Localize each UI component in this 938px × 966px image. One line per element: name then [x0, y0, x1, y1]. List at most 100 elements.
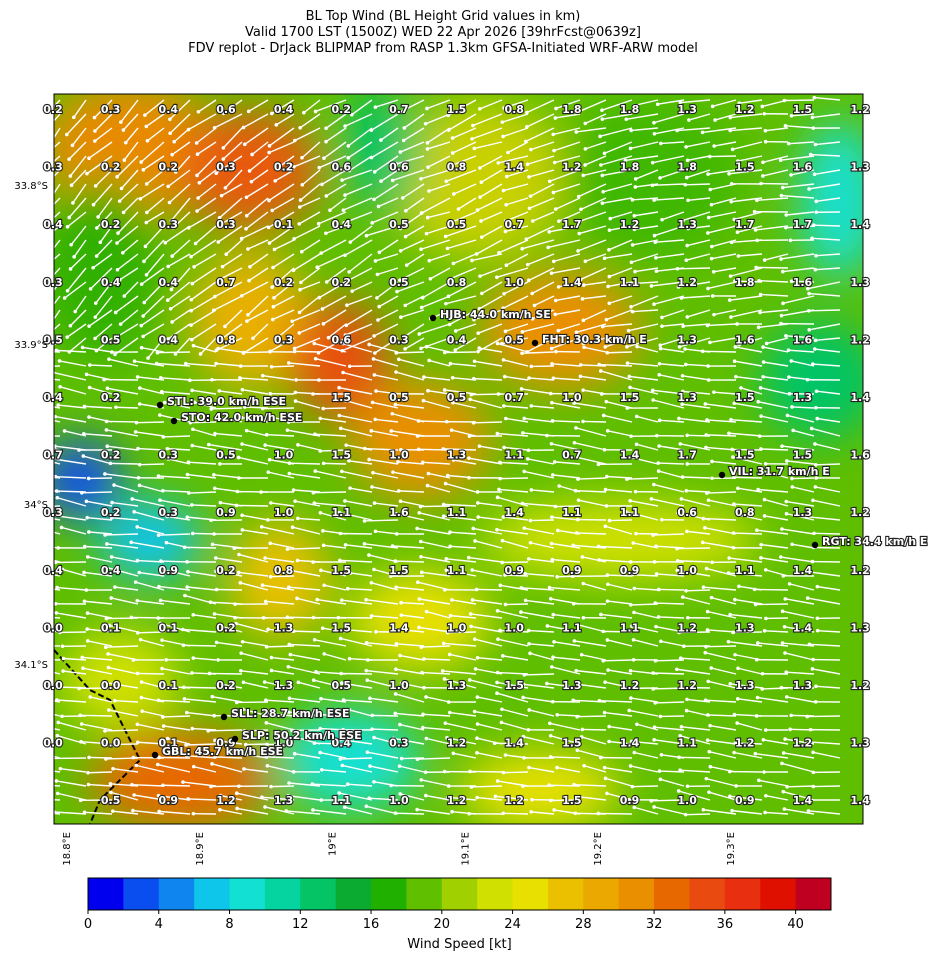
wind-arrow-head — [33, 414, 37, 418]
wind-arrow-head — [706, 172, 710, 176]
wind-arrow-head — [732, 531, 736, 535]
wind-arrow-head — [317, 166, 321, 170]
wind-arrow-head — [704, 433, 708, 437]
wind-arrow-head — [627, 375, 631, 379]
wind-arrow-head — [242, 681, 246, 685]
wind-arrow — [30, 366, 60, 367]
wind-arrow-head — [393, 712, 397, 716]
wind-arrow-head — [85, 373, 89, 377]
wind-arrow-head — [677, 417, 681, 421]
grid-value: 1.6 — [389, 506, 409, 519]
wind-arrow-head — [681, 595, 685, 599]
wind-arrow-head — [212, 532, 216, 536]
wind-arrow — [598, 813, 632, 814]
wind-arrow-head — [758, 311, 762, 315]
grid-value: 1.6 — [793, 333, 813, 346]
wind-arrow-head — [577, 232, 581, 236]
wind-arrow-head — [251, 336, 255, 340]
wind-arrow-head — [730, 182, 734, 186]
wind-arrow-head — [551, 133, 555, 137]
wind-arrow-head — [608, 519, 612, 523]
grid-value: 0.5 — [101, 794, 121, 807]
wind-arrow-head — [372, 568, 376, 572]
wind-arrow-head — [242, 351, 246, 355]
wind-arrow-head — [157, 533, 161, 537]
wind-arrow-head — [158, 498, 162, 502]
wind-arrow-head — [58, 359, 62, 363]
grid-value: 0.5 — [389, 218, 409, 231]
wind-arrow — [471, 786, 502, 787]
wind-arrow-head — [504, 203, 508, 207]
wind-arrow-head — [397, 357, 401, 361]
wind-arrow-head — [320, 183, 324, 187]
wind-arrow-head — [597, 558, 601, 562]
wind-arrow-head — [42, 356, 46, 360]
grid-value: 1.2 — [735, 103, 755, 116]
wind-arrow — [658, 463, 684, 464]
wind-arrow-head — [753, 210, 757, 214]
station-dot — [171, 418, 177, 424]
grid-value: 1.5 — [332, 449, 352, 462]
wind-arrow-head — [346, 144, 350, 148]
wind-arrow-head — [473, 539, 477, 543]
wind-arrow-head — [136, 672, 140, 676]
wind-arrow — [136, 422, 164, 423]
grid-value: 1.2 — [793, 737, 813, 750]
wind-arrow-head — [810, 427, 814, 431]
wind-arrow-head — [808, 642, 812, 646]
wind-arrow-head — [625, 477, 629, 481]
wind-arrow-head — [555, 766, 559, 770]
wind-arrow-head — [169, 307, 173, 311]
wind-arrow-head — [140, 680, 144, 684]
wind-arrow-head — [583, 163, 587, 167]
station-dot — [812, 542, 818, 548]
grid-value: 1.3 — [562, 679, 582, 692]
wind-arrow-head — [600, 108, 604, 112]
wind-arrow-head — [312, 491, 316, 495]
wind-arrow-head — [785, 512, 789, 516]
wind-arrow-head — [270, 365, 274, 369]
wind-arrow-head — [521, 696, 525, 700]
wind-arrow-head — [86, 611, 90, 615]
wind-arrow-head — [372, 198, 376, 202]
wind-arrow-head — [547, 230, 551, 234]
wind-arrow-head — [374, 630, 378, 634]
wind-arrow — [530, 520, 554, 521]
grid-value: 1.4 — [562, 276, 582, 289]
wind-arrow-head — [350, 289, 354, 293]
wind-arrow-head — [653, 560, 657, 564]
grid-value: 1.6 — [793, 276, 813, 289]
wind-arrow-head — [780, 686, 784, 690]
wind-arrow-head — [550, 665, 554, 669]
wind-arrow-head — [500, 707, 504, 711]
wind-arrow-head — [580, 653, 584, 657]
wind-arrow-head — [404, 209, 408, 213]
colorbar-tick-label: 16 — [363, 917, 380, 932]
grid-value: 1.6 — [793, 161, 813, 174]
wind-arrow-head — [86, 639, 90, 643]
wind-arrow-head — [69, 324, 73, 328]
wind-arrow-head — [603, 151, 607, 155]
wind-arrow — [814, 533, 840, 534]
wind-arrow-head — [123, 294, 127, 298]
wind-arrow-head — [789, 173, 793, 177]
wind-arrow-head — [784, 213, 788, 217]
wind-arrow-head — [550, 442, 554, 446]
wind-arrow-head — [444, 482, 448, 486]
wind-arrow-head — [702, 517, 706, 521]
wind-arrow-head — [529, 148, 533, 152]
wind-arrow-head — [246, 313, 250, 317]
wind-arrow-head — [727, 556, 731, 560]
wind-arrow-head — [371, 401, 375, 405]
wind-arrow-head — [135, 421, 139, 425]
wind-arrow-head — [762, 112, 766, 116]
wind-arrow-head — [656, 102, 660, 106]
station-dot — [157, 402, 163, 408]
wind-arrow-head — [121, 251, 125, 255]
wind-arrow-head — [478, 274, 482, 278]
wind-arrow-head — [550, 401, 554, 405]
wind-arrow-head — [391, 544, 395, 548]
wind-arrow-head — [322, 156, 326, 160]
wind-arrow-head — [758, 434, 762, 438]
wind-arrow-head — [816, 585, 820, 589]
